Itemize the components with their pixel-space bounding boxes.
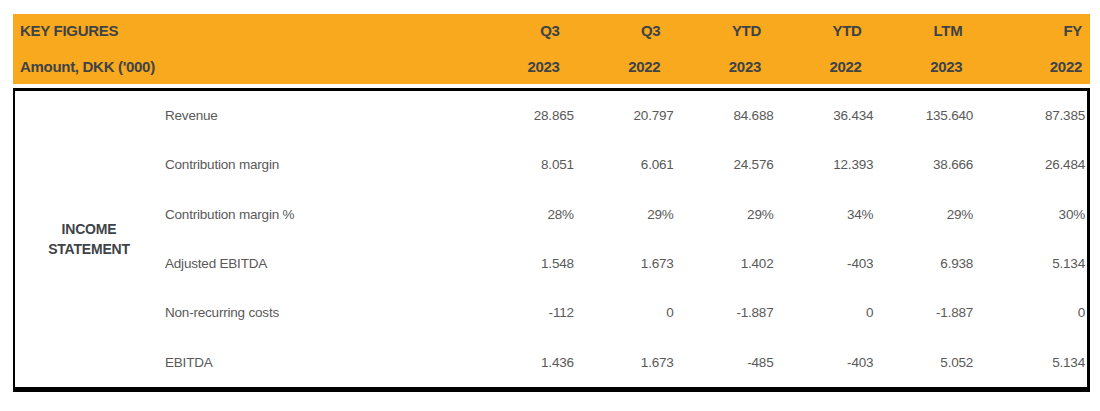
row-label: Revenue bbox=[163, 108, 488, 123]
cell-value: 5.134 bbox=[987, 256, 1087, 271]
cell-value: 5.052 bbox=[887, 355, 987, 370]
column-year: 2023 bbox=[930, 55, 962, 78]
cell-value: 1.402 bbox=[688, 256, 788, 271]
cell-value: 12.393 bbox=[788, 157, 888, 172]
column-header-ytd-2023: YTD 2023 bbox=[687, 14, 788, 84]
cell-value: 5.134 bbox=[987, 355, 1087, 370]
row-label: Contribution margin % bbox=[163, 207, 488, 222]
column-header-q3-2022: Q3 2022 bbox=[587, 14, 688, 84]
cell-value: 29% bbox=[588, 207, 688, 222]
cell-value: 0 bbox=[588, 305, 688, 320]
cell-value: 1.436 bbox=[488, 355, 588, 370]
cell-value: 38.666 bbox=[887, 157, 987, 172]
cell-value: 1.673 bbox=[588, 256, 688, 271]
column-year: 2023 bbox=[527, 55, 559, 78]
table-row-ebitda: EBITDA 1.436 1.673 -485 -403 5.052 5.134 bbox=[15, 338, 1087, 387]
column-period: Q3 bbox=[641, 19, 660, 42]
income-statement-table: INCOME STATEMENT Revenue 28.865 20.797 8… bbox=[13, 88, 1090, 392]
table-header-band: KEY FIGURES Amount, DKK ('000) Q3 2023 Q… bbox=[13, 14, 1090, 84]
cell-value: 28% bbox=[488, 207, 588, 222]
column-year: 2023 bbox=[729, 55, 761, 78]
column-year: 2022 bbox=[829, 55, 861, 78]
row-label: Non-recurring costs bbox=[163, 305, 488, 320]
column-period: YTD bbox=[732, 19, 761, 42]
cell-value: 0 bbox=[987, 305, 1087, 320]
row-label: Adjusted EBITDA bbox=[163, 256, 488, 271]
cell-value: 84.688 bbox=[688, 108, 788, 123]
cell-value: 6.061 bbox=[588, 157, 688, 172]
cell-value: 36.434 bbox=[788, 108, 888, 123]
column-header-fy-2022: FY 2022 bbox=[989, 14, 1090, 84]
column-period: Q3 bbox=[540, 19, 559, 42]
cell-value: 20.797 bbox=[588, 108, 688, 123]
column-period: LTM bbox=[934, 19, 963, 42]
cell-value: -403 bbox=[788, 355, 888, 370]
key-figures-report: KEY FIGURES Amount, DKK ('000) Q3 2023 Q… bbox=[0, 0, 1100, 411]
cell-value: -1.887 bbox=[688, 305, 788, 320]
cell-value: -485 bbox=[688, 355, 788, 370]
column-period: FY bbox=[1063, 19, 1082, 42]
table-row-non-recurring-costs: Non-recurring costs -112 0 -1.887 0 -1.8… bbox=[15, 288, 1087, 337]
table-row-revenue: Revenue 28.865 20.797 84.688 36.434 135.… bbox=[15, 91, 1087, 140]
cell-value: 24.576 bbox=[688, 157, 788, 172]
table-rows: Revenue 28.865 20.797 84.688 36.434 135.… bbox=[15, 91, 1087, 387]
cell-value: 6.938 bbox=[887, 256, 987, 271]
cell-value: 29% bbox=[688, 207, 788, 222]
cell-value: -403 bbox=[788, 256, 888, 271]
cell-value: 29% bbox=[887, 207, 987, 222]
column-period: YTD bbox=[833, 19, 862, 42]
header-left-block: KEY FIGURES Amount, DKK ('000) bbox=[13, 14, 486, 84]
cell-value: 0 bbox=[788, 305, 888, 320]
cell-value: 34% bbox=[788, 207, 888, 222]
cell-value: -112 bbox=[488, 305, 588, 320]
cell-value: 135.640 bbox=[887, 108, 987, 123]
table-row-adjusted-ebitda: Adjusted EBITDA 1.548 1.673 1.402 -403 6… bbox=[15, 239, 1087, 288]
cell-value: 87.385 bbox=[987, 108, 1087, 123]
table-title: KEY FIGURES bbox=[20, 19, 486, 42]
column-header-ltm-2023: LTM 2023 bbox=[889, 14, 990, 84]
table-subtitle: Amount, DKK ('000) bbox=[20, 55, 486, 78]
column-header-q3-2023: Q3 2023 bbox=[486, 14, 587, 84]
cell-value: 26.484 bbox=[987, 157, 1087, 172]
column-header-ytd-2022: YTD 2022 bbox=[788, 14, 889, 84]
cell-value: 8.051 bbox=[488, 157, 588, 172]
table-row-contribution-margin-pct: Contribution margin % 28% 29% 29% 34% 29… bbox=[15, 190, 1087, 239]
cell-value: -1.887 bbox=[887, 305, 987, 320]
column-year: 2022 bbox=[628, 55, 660, 78]
cell-value: 1.673 bbox=[588, 355, 688, 370]
row-label: Contribution margin bbox=[163, 157, 488, 172]
table-row-contribution-margin: Contribution margin 8.051 6.061 24.576 1… bbox=[15, 140, 1087, 189]
cell-value: 30% bbox=[987, 207, 1087, 222]
column-year: 2022 bbox=[1050, 55, 1082, 78]
row-label: EBITDA bbox=[163, 355, 488, 370]
cell-value: 1.548 bbox=[488, 256, 588, 271]
cell-value: 28.865 bbox=[488, 108, 588, 123]
